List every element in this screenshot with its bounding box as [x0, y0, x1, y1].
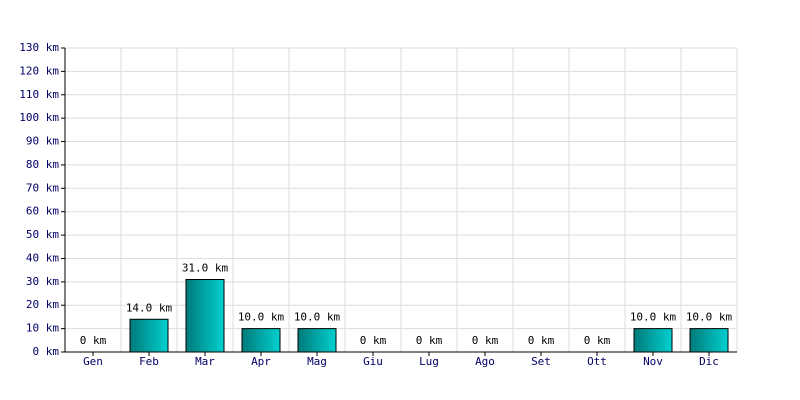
x-tick-label: Nov — [643, 355, 663, 368]
value-label: 31.0 km — [182, 262, 229, 275]
x-tick-label: Apr — [251, 355, 271, 368]
x-tick-label: Mag — [307, 355, 327, 368]
value-label: 0 km — [416, 334, 443, 347]
x-tick-label: Ott — [587, 355, 607, 368]
bar — [297, 328, 337, 353]
x-tick-label: Dic — [699, 355, 719, 368]
y-tick-label: 20 km — [26, 298, 59, 311]
x-tick-label: Lug — [419, 355, 439, 368]
value-label: 10.0 km — [686, 311, 733, 324]
y-tick-label: 100 km — [19, 111, 59, 124]
y-tick-label: 70 km — [26, 181, 59, 194]
x-tick-label: Mar — [195, 355, 215, 368]
bar — [633, 328, 673, 353]
y-tick-label: 90 km — [26, 135, 59, 148]
x-tick-label: Feb — [139, 355, 159, 368]
bar — [241, 328, 281, 353]
value-label: 0 km — [472, 334, 499, 347]
x-tick-label: Set — [531, 355, 551, 368]
grid — [61, 47, 738, 356]
y-tick-label: 10 km — [26, 322, 59, 335]
bar — [129, 318, 169, 353]
value-label: 10.0 km — [630, 311, 677, 324]
x-tick-label: Ago — [475, 355, 495, 368]
y-tick-label: 80 km — [26, 158, 59, 171]
y-tick-label: 30 km — [26, 275, 59, 288]
value-label: 0 km — [80, 334, 107, 347]
value-label: 0 km — [528, 334, 555, 347]
y-tick-label: 40 km — [26, 251, 59, 264]
x-tick-label: Gen — [83, 355, 103, 368]
bar — [689, 328, 729, 353]
y-tick-label: 60 km — [26, 205, 59, 218]
value-label: 0 km — [360, 334, 387, 347]
value-label: 0 km — [584, 334, 611, 347]
y-tick-label: 110 km — [19, 88, 59, 101]
x-tick-label: Giu — [363, 355, 383, 368]
y-tick-label: 50 km — [26, 228, 59, 241]
bar — [185, 279, 225, 353]
y-tick-label: 130 km — [19, 41, 59, 54]
y-tick-label: 0 km — [33, 345, 60, 358]
value-label: 10.0 km — [238, 311, 285, 324]
value-label: 14.0 km — [126, 301, 173, 314]
y-tick-label: 120 km — [19, 64, 59, 77]
value-label: 10.0 km — [294, 311, 341, 324]
plot — [129, 279, 729, 353]
